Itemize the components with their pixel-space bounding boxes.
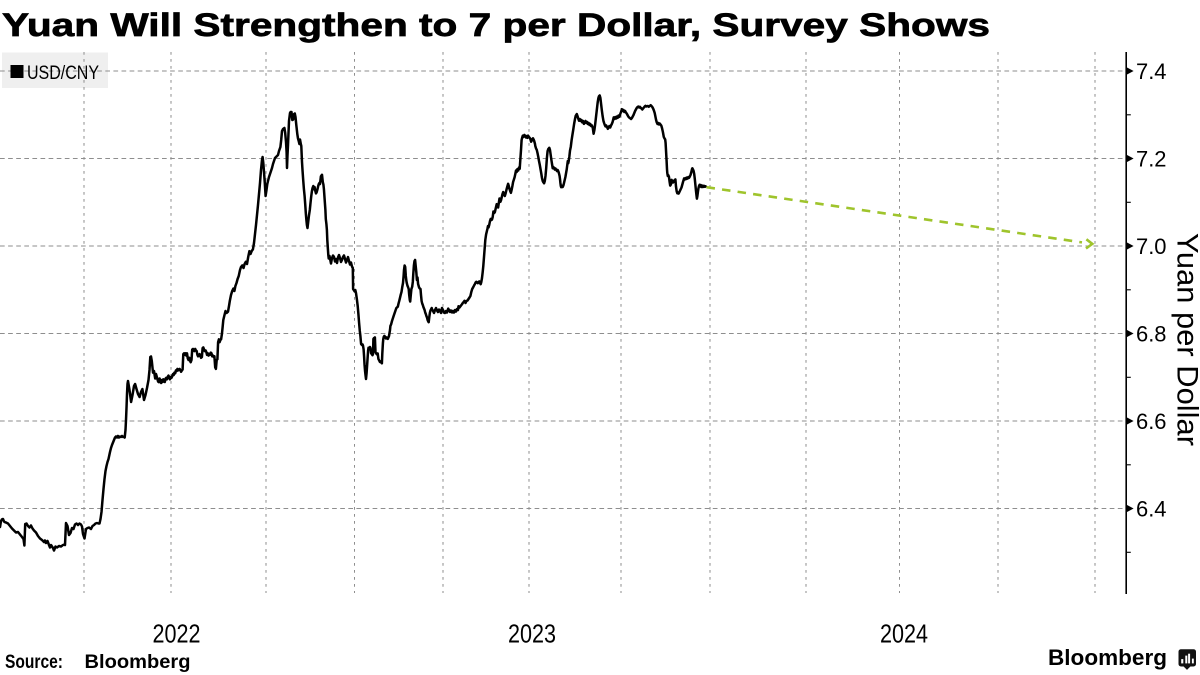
svg-text:Bloomberg: Bloomberg [85, 651, 191, 673]
svg-text:Yuan per Dollar: Yuan per Dollar [1171, 233, 1200, 446]
svg-text:Yuan Will Strengthen to 7 per: Yuan Will Strengthen to 7 per Dollar, Su… [2, 7, 990, 43]
svg-text:2023: 2023 [508, 618, 556, 648]
svg-text:6.6: 6.6 [1136, 409, 1167, 434]
svg-text:USD/CNY: USD/CNY [27, 63, 99, 84]
svg-text:6.8: 6.8 [1136, 322, 1167, 347]
svg-text:2022: 2022 [153, 618, 201, 648]
svg-text:2024: 2024 [880, 618, 928, 648]
svg-text:6.4: 6.4 [1136, 497, 1167, 522]
svg-text:7.4: 7.4 [1136, 59, 1167, 84]
svg-text:Bloomberg: Bloomberg [1048, 645, 1167, 670]
svg-text:7.0: 7.0 [1136, 234, 1167, 259]
svg-text:Source:: Source: [5, 651, 63, 673]
svg-text:7.2: 7.2 [1136, 147, 1167, 172]
